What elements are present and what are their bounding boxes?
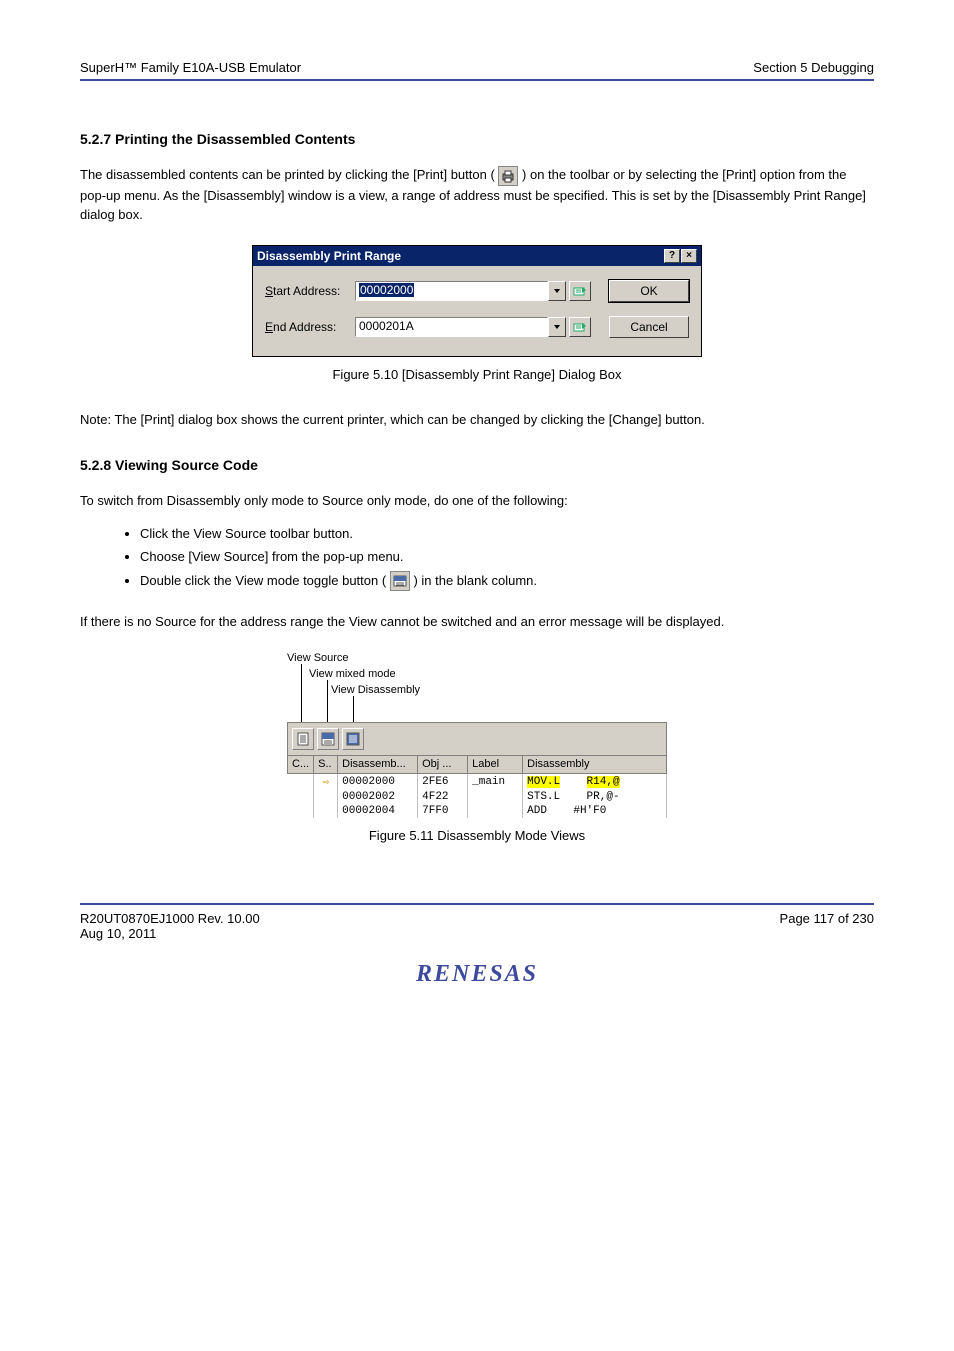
cell-label <box>468 790 523 804</box>
cell-addr: 00002002 <box>338 790 418 804</box>
bullet-1: Click the View Source toolbar button. <box>140 522 874 545</box>
ok-button[interactable]: OK <box>609 280 689 302</box>
cell-obj: 4F22 <box>418 790 468 804</box>
section2-para1: To switch from Disassembly only mode to … <box>80 491 874 511</box>
start-browse-button[interactable] <box>569 281 591 301</box>
start-address-value: 00002000 <box>359 283 414 297</box>
section-title-1: 5.2.7 Printing the Disassembled Contents <box>80 131 874 147</box>
print-icon <box>498 166 518 186</box>
cell-s <box>314 804 338 818</box>
cell-obj: 2FE6 <box>418 774 468 791</box>
end-address-label: End Address: <box>265 320 355 334</box>
cell-addr: 00002000 <box>338 774 418 791</box>
table-row: ⇨000020002FE6_mainMOV.L R14,@ <box>288 774 667 791</box>
callouts: View Source View mixed mode View Disasse… <box>287 652 667 722</box>
cell-disasm: STS.L PR,@- <box>523 790 667 804</box>
cell-disasm: MOV.L R14,@ <box>523 774 667 791</box>
bullet-2: Choose [View Source] from the pop-up men… <box>140 545 874 568</box>
start-address-input[interactable]: 00002000 <box>355 281 548 301</box>
end-dropdown-button[interactable] <box>548 317 566 337</box>
toolbar-screenshot: View Source View mixed mode View Disasse… <box>287 652 667 819</box>
bullet-3a: Double click the View mode toggle button… <box>140 573 386 588</box>
dialog-title: Disassembly Print Range <box>257 249 401 263</box>
callout-view-source: View Source <box>287 652 349 664</box>
col-c[interactable]: C... <box>288 756 314 774</box>
footer-left: R20UT0870EJ1000 Rev. 10.00 Aug 10, 2011 <box>80 911 260 941</box>
header-right: Section 5 Debugging <box>753 60 874 75</box>
cell-label <box>468 804 523 818</box>
end-address-input[interactable]: 0000201A <box>355 317 548 337</box>
section2-bullets: Click the View Source toolbar button. Ch… <box>140 522 874 592</box>
callout-view-mixed: View mixed mode <box>309 668 396 680</box>
section1-para1: The disassembled contents can be printed… <box>80 165 874 225</box>
footer-right: Page 117 of 230 <box>780 911 874 941</box>
cancel-button[interactable]: Cancel <box>609 316 689 338</box>
end-address-row: End Address: 0000201A Cancel <box>265 316 689 338</box>
section2-para2: If there is no Source for the address ra… <box>80 612 874 632</box>
footer-date: Aug 10, 2011 <box>80 926 260 941</box>
footer-docnum: R20UT0870EJ1000 Rev. 10.00 <box>80 911 260 926</box>
col-s[interactable]: S.. <box>314 756 338 774</box>
col-disassemb[interactable]: Disassemb... <box>338 756 418 774</box>
col-disassembly[interactable]: Disassembly <box>523 756 667 774</box>
table-row: 000020047FF0 ADD #H'F0 <box>288 804 667 818</box>
dialog-body: Start Address: 00002000 OK End Address: … <box>253 266 701 356</box>
page-header: SuperH™ Family E10A-USB Emulator Section… <box>80 60 874 81</box>
cell-s: ⇨ <box>314 774 338 791</box>
section1-note: Note: The [Print] dialog box shows the c… <box>80 412 874 427</box>
start-address-label: Start Address: <box>265 284 355 298</box>
figure2-caption: Figure 5.11 Disassembly Mode Views <box>80 828 874 843</box>
bullet-3b: ) in the blank column. <box>413 573 537 588</box>
header-left: SuperH™ Family E10A-USB Emulator <box>80 60 301 75</box>
cell-obj: 7FF0 <box>418 804 468 818</box>
start-dropdown-button[interactable] <box>548 281 566 301</box>
cell-c <box>288 790 314 804</box>
cell-c <box>288 804 314 818</box>
renesas-logo: RENESAS <box>80 961 874 988</box>
figure1-caption: Figure 5.10 [Disassembly Print Range] Di… <box>80 367 874 382</box>
cell-s <box>314 790 338 804</box>
print-range-dialog: Disassembly Print Range ? × Start Addres… <box>252 245 702 357</box>
view-source-button[interactable] <box>292 728 314 750</box>
view-disassembly-button[interactable] <box>342 728 364 750</box>
col-obj[interactable]: Obj ... <box>418 756 468 774</box>
help-button[interactable]: ? <box>664 249 680 263</box>
start-address-row: Start Address: 00002000 OK <box>265 280 689 302</box>
callout-view-disassembly: View Disassembly <box>331 684 420 696</box>
table-row: 000020024F22 STS.L PR,@- <box>288 790 667 804</box>
view-mixed-button[interactable] <box>317 728 339 750</box>
disassembly-table: C... S.. Disassemb... Obj ... Label Disa… <box>287 756 667 819</box>
col-label[interactable]: Label <box>468 756 523 774</box>
cell-addr: 00002004 <box>338 804 418 818</box>
dialog-titlebar: Disassembly Print Range ? × <box>253 246 701 266</box>
close-button[interactable]: × <box>681 249 697 263</box>
cell-disasm: ADD #H'F0 <box>523 804 667 818</box>
toolbar <box>287 722 667 756</box>
section1-para1a: The disassembled contents can be printed… <box>80 167 495 182</box>
end-browse-button[interactable] <box>569 317 591 337</box>
section-title-2: 5.2.8 Viewing Source Code <box>80 457 874 473</box>
page-footer: R20UT0870EJ1000 Rev. 10.00 Aug 10, 2011 … <box>80 903 874 941</box>
cell-c <box>288 774 314 791</box>
bullet-3: Double click the View mode toggle button… <box>140 569 874 592</box>
view-mode-toggle-icon <box>390 571 410 591</box>
cell-label: _main <box>468 774 523 791</box>
titlebar-buttons: ? × <box>664 249 697 263</box>
